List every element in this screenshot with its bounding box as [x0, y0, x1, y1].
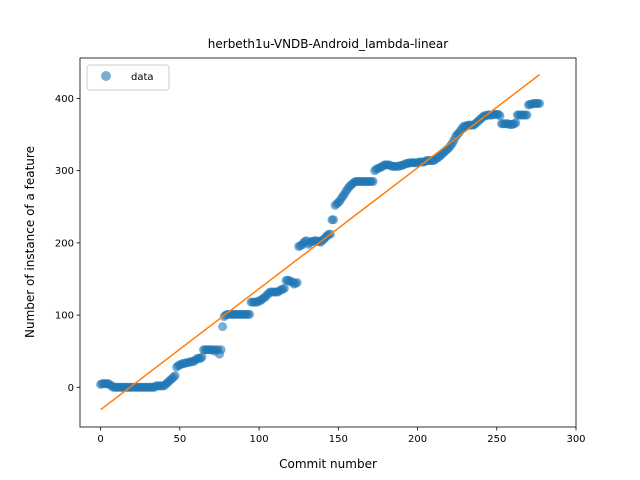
y-tick-label: 200 — [55, 238, 74, 249]
data-point — [245, 309, 255, 319]
x-tick-label: 200 — [408, 434, 427, 445]
x-tick-label: 50 — [173, 434, 186, 445]
data-point — [292, 278, 302, 288]
data-point — [170, 371, 180, 381]
data-point — [368, 176, 378, 186]
data-point — [216, 345, 226, 355]
y-axis-label: Number of instance of a feature — [23, 146, 37, 338]
chart-title: herbeth1u-VNDB-Android_lambda-linear — [208, 37, 449, 51]
x-axis-label: Commit number — [279, 457, 377, 471]
data-point — [279, 283, 289, 293]
x-tick-label: 100 — [250, 434, 269, 445]
data-point — [495, 111, 505, 121]
x-tick-label: 0 — [97, 434, 103, 445]
legend-marker — [101, 71, 111, 81]
fit-line — [100, 74, 541, 411]
x-tick-label: 150 — [329, 434, 348, 445]
data-point — [535, 98, 545, 108]
data-point — [329, 215, 339, 225]
legend: data — [86, 64, 170, 91]
x-axis: 0 50 100 150 200 250 300 — [97, 427, 586, 445]
data-point — [511, 118, 521, 128]
y-axis: 0 100 200 300 400 — [55, 94, 80, 394]
y-tick-label: 400 — [55, 94, 74, 105]
plot-area — [96, 74, 545, 411]
legend-label-data: data — [131, 72, 154, 83]
data-point — [522, 110, 532, 120]
x-tick-label: 250 — [487, 434, 506, 445]
data-point — [218, 322, 228, 332]
y-tick-label: 300 — [55, 166, 74, 177]
y-tick-label: 100 — [55, 311, 74, 322]
y-tick-label: 0 — [68, 383, 74, 394]
legend-box — [86, 64, 170, 91]
data-point — [197, 352, 207, 362]
x-tick-label: 300 — [566, 434, 585, 445]
